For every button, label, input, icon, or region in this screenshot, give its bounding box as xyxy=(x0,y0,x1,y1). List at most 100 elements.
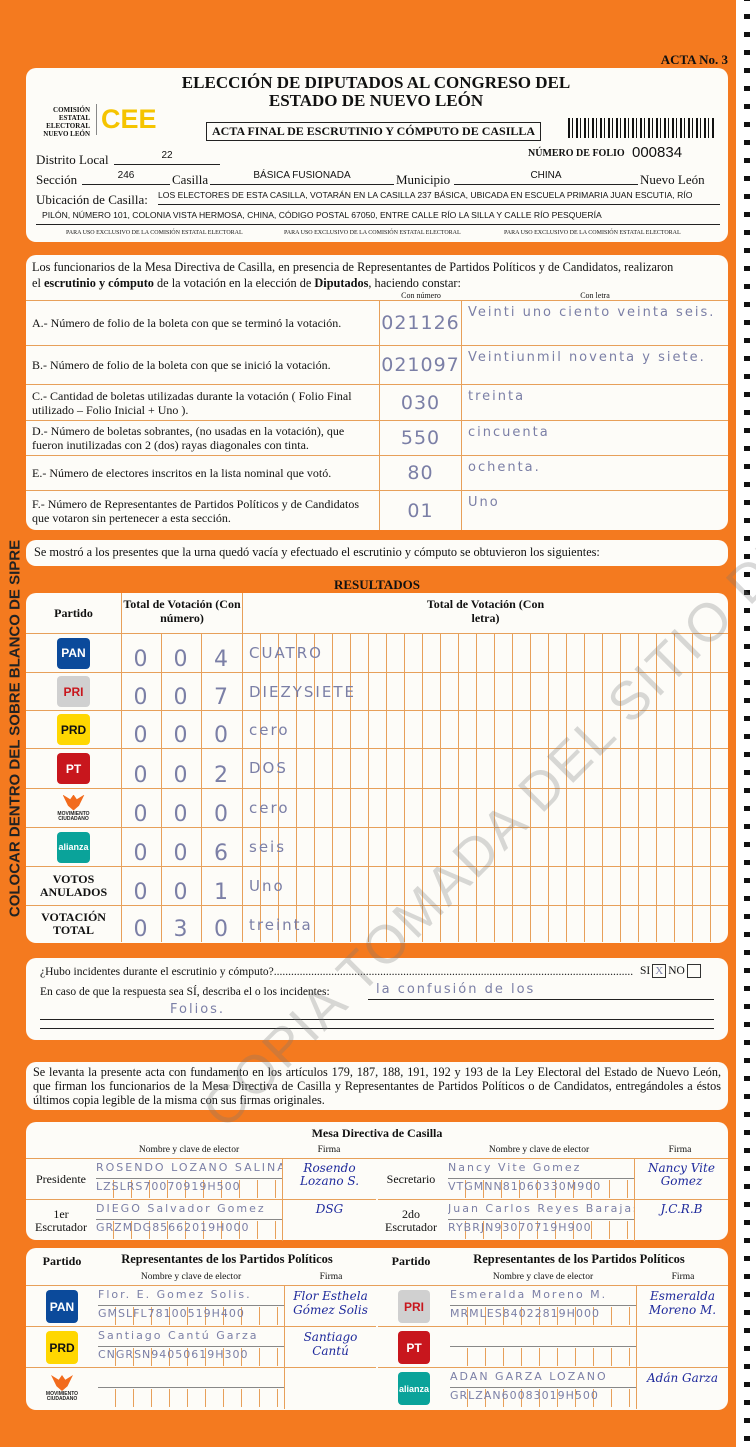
result-letra[interactable]: cero xyxy=(242,711,728,748)
intro-text: el xyxy=(32,276,44,290)
mesa-clave[interactable]: GRZMDG85662019H000 xyxy=(96,1221,282,1239)
rep-name[interactable]: Esmeralda Moreno M. xyxy=(450,1288,636,1306)
constancia-number[interactable]: 030 xyxy=(380,385,462,420)
rep-firma[interactable]: Adán Garza xyxy=(636,1368,728,1409)
rep-clave[interactable]: CNGRSN94050619H300 xyxy=(98,1348,284,1366)
resultados-title: RESULTADOS xyxy=(334,577,420,592)
col-letra: Total de Votación (Con letra) xyxy=(242,593,728,633)
result-letra[interactable]: DIEZYSIETE xyxy=(242,673,728,710)
rep-clave[interactable] xyxy=(98,1389,284,1407)
mesa-clave[interactable]: LZSLRS70070919H500 xyxy=(96,1180,282,1198)
constancia-letra[interactable]: Uno xyxy=(468,495,500,510)
constancia-letra[interactable]: Veintiunmil noventa y siete. xyxy=(468,350,706,365)
rep-firma[interactable] xyxy=(284,1368,376,1409)
incidentes-text-2[interactable]: Folios. xyxy=(40,1002,714,1020)
rep-clave[interactable]: GRLZAN60083019H500 xyxy=(450,1389,636,1407)
result-digit[interactable]: 0 xyxy=(122,789,162,827)
rep-name[interactable]: ADAN GARZA LOZANO xyxy=(450,1370,636,1388)
result-digit[interactable]: 0 xyxy=(162,789,202,827)
result-digit[interactable]: 6 xyxy=(214,841,230,866)
result-digit[interactable]: 0 xyxy=(162,711,202,748)
result-letra[interactable]: treinta xyxy=(242,906,728,942)
result-digit[interactable]: 0 xyxy=(214,723,230,748)
rep-firma[interactable]: Esmeralda Moreno M. xyxy=(636,1286,728,1327)
eagle-icon xyxy=(51,1375,73,1391)
constancia-letra[interactable]: treinta xyxy=(468,389,526,404)
rep-name[interactable]: Santiago Cantú Garza xyxy=(98,1329,284,1347)
rep-party: PAN xyxy=(26,1286,98,1327)
result-digit[interactable]: 7 xyxy=(214,685,230,710)
col-firma: Firma xyxy=(668,1145,692,1155)
si-checkbox[interactable]: X xyxy=(652,964,667,978)
result-digit[interactable]: 1 xyxy=(214,880,230,905)
constancia-letra[interactable]: ochenta. xyxy=(468,460,541,475)
col-partido: Partido xyxy=(26,593,122,633)
mesa-clave[interactable]: RYBRJN93070719H900 xyxy=(448,1221,634,1239)
result-letra[interactable]: DOS xyxy=(242,749,728,788)
result-digit[interactable]: 0 xyxy=(122,828,162,866)
rep-clave[interactable]: MRMLES84022819H000 xyxy=(450,1307,636,1325)
distrito-label: Distrito Local xyxy=(36,152,109,167)
no-checkbox[interactable] xyxy=(686,964,701,978)
mesa-name[interactable]: ROSENDO LOZANO SALINA xyxy=(96,1161,282,1179)
result-digit[interactable]: 0 xyxy=(122,749,162,788)
rep-firma[interactable]: Santiago Cantú xyxy=(284,1327,376,1368)
result-digit[interactable]: 0 xyxy=(122,634,162,672)
incidentes-text-1[interactable]: la confusión de los xyxy=(368,982,714,1000)
party-logo-prd: PRD xyxy=(57,714,90,745)
result-digit[interactable]: 0 xyxy=(162,828,202,866)
result-letra[interactable]: seis xyxy=(242,828,728,866)
rep-name[interactable] xyxy=(450,1329,636,1347)
result-digit[interactable]: 0 xyxy=(162,749,202,788)
constancia-number[interactable]: 01 xyxy=(380,491,462,530)
result-digit[interactable]: 4 xyxy=(214,647,230,672)
mesa-member: Secretario Nancy Vite Gomez VTGMNN81060330… xyxy=(378,1159,728,1200)
rep-name[interactable] xyxy=(98,1370,284,1388)
constancia-letra[interactable]: cincuenta xyxy=(468,425,550,440)
mesa-name[interactable]: Juan Carlos Reyes Barajas xyxy=(448,1202,634,1220)
mesa-name[interactable]: Nancy Vite Gomez xyxy=(448,1161,634,1179)
mesa-firma[interactable]: J.C.R.B xyxy=(634,1200,728,1241)
result-row: MOVIMIENTO CIUDADANO 0 0 0 cero xyxy=(26,788,728,827)
result-digit[interactable]: 0 xyxy=(214,802,230,827)
result-digit[interactable]: 0 xyxy=(122,673,162,710)
result-digit[interactable]: 0 xyxy=(162,867,202,905)
constancia-number[interactable]: 021097 xyxy=(380,346,462,384)
mesa-clave[interactable]: VTGMNN81060330M900 xyxy=(448,1180,634,1198)
constancia-number[interactable]: 550 xyxy=(380,421,462,455)
result-digit[interactable]: 0 xyxy=(162,673,202,710)
result-digit[interactable]: 0 xyxy=(162,634,202,672)
constancia-number[interactable]: 80 xyxy=(380,456,462,490)
result-letra[interactable]: Uno xyxy=(242,867,728,905)
rep-clave[interactable] xyxy=(450,1348,636,1366)
constancia-number[interactable]: 021126 xyxy=(380,301,462,345)
rep-firma[interactable] xyxy=(636,1327,728,1368)
result-digit[interactable]: 0 xyxy=(122,906,162,942)
result-digit[interactable]: 3 xyxy=(162,906,202,942)
incidentes-panel: ¿Hubo incidentes durante el escrutinio y… xyxy=(26,958,728,1040)
mesa-firma[interactable]: Nancy Vite Gomez xyxy=(634,1159,728,1200)
result-digit[interactable]: 0 xyxy=(122,711,162,748)
intro-text: , haciendo constar: xyxy=(368,276,461,290)
result-digit[interactable]: 0 xyxy=(122,867,162,905)
rep-clave[interactable]: GMSLFL78100519H400 xyxy=(98,1307,284,1325)
constancia-letra[interactable]: Veinti uno ciento veinta seis. xyxy=(468,305,716,320)
result-letra[interactable]: CUATRO xyxy=(242,634,728,672)
rep-name[interactable]: Flor. E. Gomez Solis. xyxy=(98,1288,284,1306)
result-letra[interactable]: cero xyxy=(242,789,728,827)
result-digit[interactable]: 0 xyxy=(214,917,230,942)
mesa-panel: Mesa Directiva de Casilla Nombre y clave… xyxy=(26,1122,728,1241)
result-digit[interactable]: 2 xyxy=(214,763,230,788)
mesa-name[interactable]: DIEGO Salvador Gomez xyxy=(96,1202,282,1220)
mesa-firma[interactable]: DSG xyxy=(282,1200,376,1241)
rep-firma[interactable]: Flor Esthela Gómez Solis xyxy=(284,1286,376,1327)
mesa-firma[interactable]: Rosendo Lozano S. xyxy=(282,1159,376,1200)
